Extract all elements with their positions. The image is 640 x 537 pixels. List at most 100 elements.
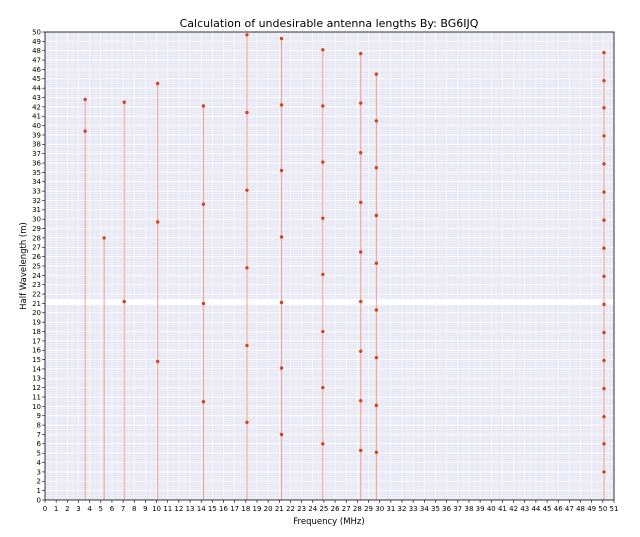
x-tick-label: 6 xyxy=(110,505,115,513)
x-tick-label: 47 xyxy=(565,505,574,513)
data-point xyxy=(359,151,363,155)
data-point xyxy=(602,78,606,83)
data-point xyxy=(245,343,249,348)
data-point xyxy=(155,81,160,86)
x-tick-label: 15 xyxy=(208,505,217,513)
y-tick-label: 5 xyxy=(37,450,41,458)
x-tick-label: 49 xyxy=(587,505,596,513)
x-tick-label: 4 xyxy=(87,505,92,513)
y-tick-label: 35 xyxy=(32,169,41,177)
y-tick-label: 13 xyxy=(32,375,41,383)
y-tick-label: 11 xyxy=(32,393,41,401)
y-tick-label: 10 xyxy=(32,403,41,411)
data-point xyxy=(279,168,284,173)
data-point xyxy=(359,399,363,403)
y-tick-label: 30 xyxy=(32,216,41,224)
y-tick-label: 0 xyxy=(37,496,41,504)
data-point xyxy=(602,218,606,222)
y-axis-label: Half Wavelength (m) xyxy=(19,222,29,310)
y-tick-label: 46 xyxy=(32,66,41,74)
x-tick-label: 31 xyxy=(386,505,395,513)
data-point xyxy=(83,97,87,102)
data-point xyxy=(279,366,284,370)
data-point xyxy=(245,266,249,270)
x-tick-label: 5 xyxy=(99,505,103,513)
x-tick-label: 12 xyxy=(174,505,183,513)
data-point xyxy=(374,356,379,360)
y-tick-label: 47 xyxy=(32,56,41,64)
data-point xyxy=(602,50,606,55)
y-tick-label: 16 xyxy=(32,347,41,355)
y-tick-label: 49 xyxy=(32,38,41,46)
data-point xyxy=(279,300,284,305)
x-tick-label: 29 xyxy=(364,505,373,513)
data-point xyxy=(279,103,284,107)
data-point xyxy=(359,299,363,304)
data-point xyxy=(602,302,606,307)
grid-lines xyxy=(44,31,615,501)
y-tick-label: 39 xyxy=(32,131,41,139)
y-tick-label: 12 xyxy=(32,384,41,392)
data-point xyxy=(602,358,606,363)
y-tick-label: 44 xyxy=(32,85,41,93)
data-point xyxy=(602,274,606,278)
data-point xyxy=(602,106,606,110)
x-tick-label: 19 xyxy=(253,505,262,513)
data-point xyxy=(602,386,606,391)
x-tick-label: 9 xyxy=(143,505,147,513)
x-tick-label: 18 xyxy=(241,505,250,513)
y-tick-label: 17 xyxy=(32,337,41,345)
x-tick-label: 20 xyxy=(264,505,273,513)
data-point xyxy=(279,235,284,239)
x-tick-label: 13 xyxy=(186,505,195,513)
data-points xyxy=(83,33,606,474)
data-point xyxy=(245,188,249,192)
x-tick-label: 36 xyxy=(442,505,451,513)
y-tick-label: 34 xyxy=(32,178,41,186)
x-tick-label: 8 xyxy=(132,505,136,513)
y-tick-label: 18 xyxy=(32,328,41,336)
y-tick-label: 43 xyxy=(32,94,41,102)
data-point xyxy=(359,250,363,254)
data-point xyxy=(321,272,325,277)
data-point xyxy=(155,220,160,224)
y-tick-label: 33 xyxy=(32,188,41,196)
x-tick-label: 46 xyxy=(554,505,563,513)
data-point xyxy=(201,104,206,108)
data-point xyxy=(602,162,606,166)
x-tick-label: 34 xyxy=(420,505,429,513)
data-point xyxy=(374,213,379,218)
data-point xyxy=(602,442,606,446)
y-tick-label: 21 xyxy=(32,300,41,308)
y-tick-label: 37 xyxy=(32,150,41,158)
x-tick-label: 33 xyxy=(409,505,418,513)
data-point xyxy=(374,450,379,454)
x-tick-label: 22 xyxy=(286,505,295,513)
x-tick-label: 43 xyxy=(520,505,529,513)
y-tick-label: 29 xyxy=(32,225,41,233)
y-tick-label: 40 xyxy=(32,122,41,130)
chart-title: Calculation of undesirable antenna lengt… xyxy=(180,17,479,30)
x-tick-label: 38 xyxy=(464,505,473,513)
y-tick-label: 27 xyxy=(32,244,41,252)
y-tick-label: 20 xyxy=(32,309,41,317)
y-tick-label: 36 xyxy=(32,159,41,167)
y-tick-label: 3 xyxy=(37,468,41,476)
x-tick-label: 26 xyxy=(331,505,340,513)
data-point xyxy=(245,110,249,115)
data-point xyxy=(83,129,87,133)
y-tick-label: 14 xyxy=(32,365,41,373)
x-tick-label: 7 xyxy=(121,505,125,513)
y-tick-label: 23 xyxy=(32,281,41,289)
x-tick-label: 35 xyxy=(431,505,440,513)
data-point xyxy=(321,160,325,164)
x-tick-label: 41 xyxy=(498,505,507,513)
data-point xyxy=(245,33,249,37)
data-point xyxy=(602,414,606,419)
x-tick-label: 27 xyxy=(342,505,351,513)
y-tick-label: 45 xyxy=(32,75,41,83)
x-tick-label: 0 xyxy=(43,505,47,513)
data-point xyxy=(374,119,379,123)
x-tick-label: 50 xyxy=(598,505,607,513)
